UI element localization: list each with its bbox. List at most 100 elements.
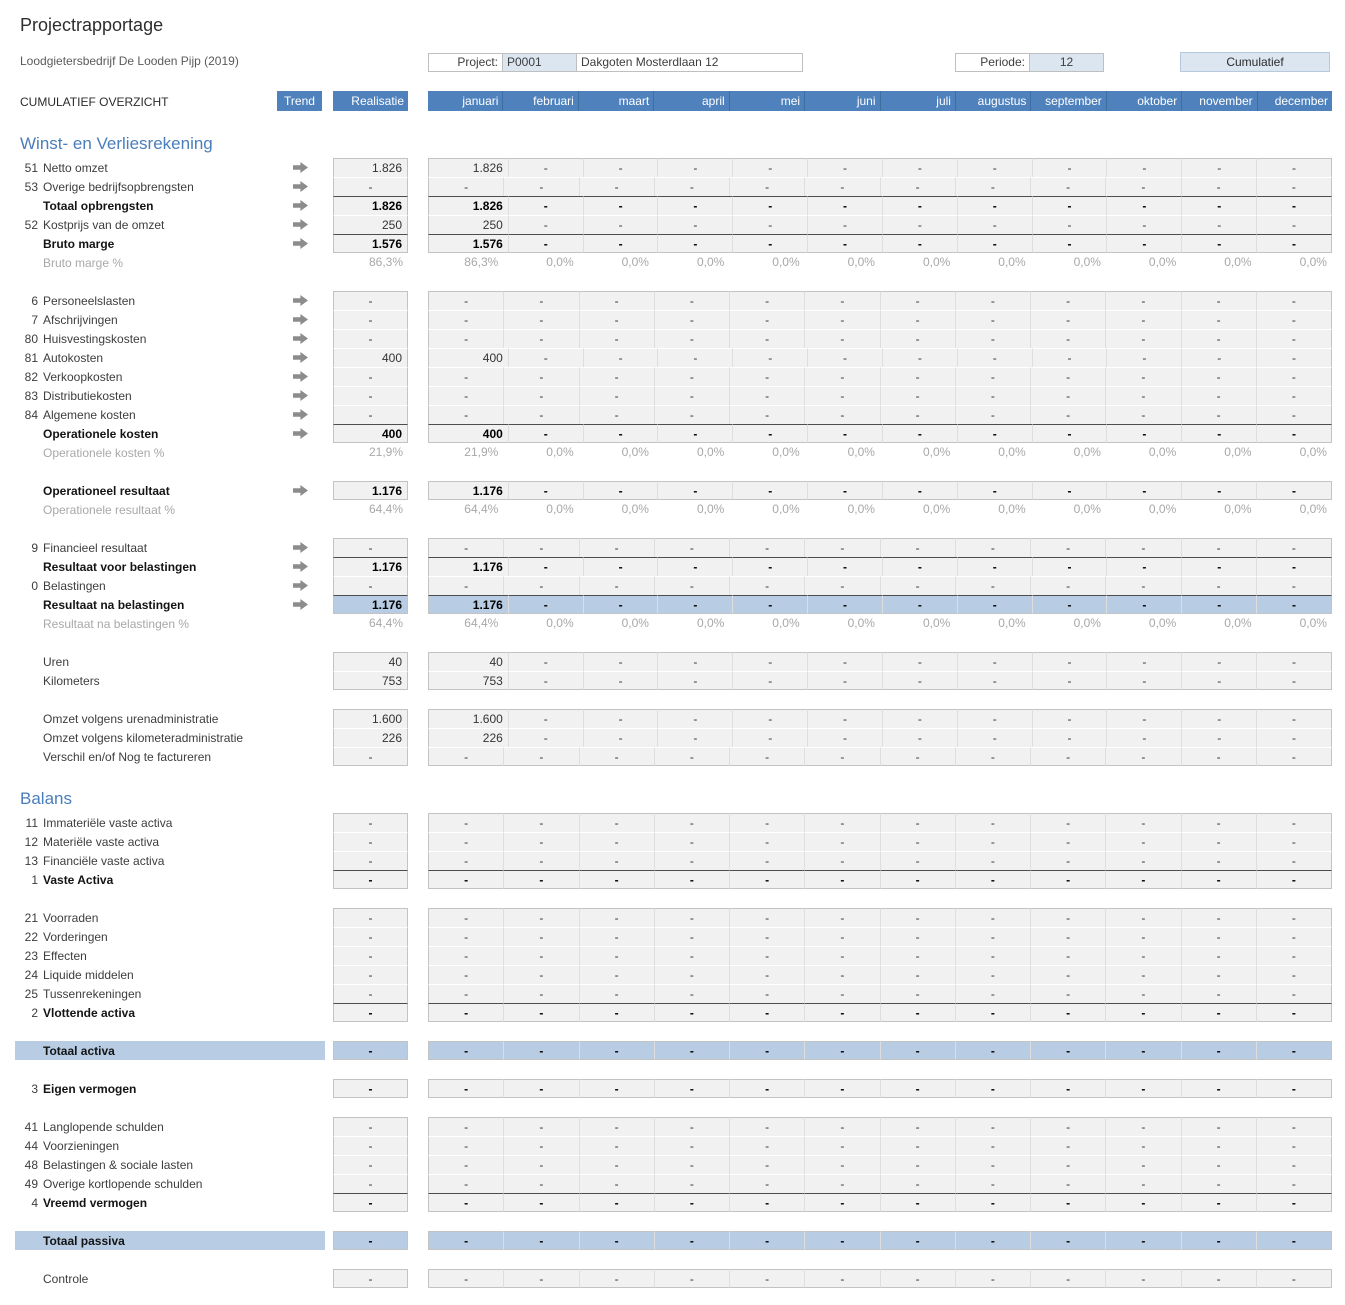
trend-arrow-icon[interactable] [293,428,308,439]
month-cell-september[interactable]: - [1031,813,1106,832]
month-cell-april[interactable]: - [655,870,730,889]
month-cell-oktober[interactable]: - [1106,1174,1181,1193]
month-header-januari[interactable]: januari [428,91,503,111]
month-header-december[interactable]: december [1258,91,1332,111]
month-cell-mei[interactable]: - [730,1269,805,1288]
month-cell-augustus[interactable]: - [958,595,1033,614]
month-cell-juli[interactable]: 0,0% [880,443,955,462]
month-cell-oktober[interactable]: - [1106,813,1181,832]
month-cell-december[interactable]: - [1257,367,1332,386]
month-cell-januari[interactable]: 400 [428,348,509,367]
realisatie-cell[interactable]: - [333,538,408,557]
month-cell-april[interactable]: - [655,1155,730,1174]
realisatie-cell[interactable]: - [333,1174,408,1193]
month-cell-februari[interactable]: - [509,481,584,500]
month-cell-maart[interactable]: - [580,1117,655,1136]
month-cell-november[interactable]: - [1182,234,1257,253]
month-cell-januari[interactable]: - [428,291,504,310]
month-cell-juli[interactable]: - [881,291,956,310]
month-cell-december[interactable]: - [1257,870,1332,889]
month-cell-juli[interactable]: - [881,946,956,965]
month-cell-oktober[interactable]: - [1107,158,1182,177]
realisatie-cell[interactable]: 40 [333,652,408,671]
month-cell-januari[interactable]: - [428,177,504,196]
month-cell-maart[interactable]: - [584,652,659,671]
month-cell-augustus[interactable]: - [958,215,1033,234]
month-cell-februari[interactable]: - [504,984,579,1003]
month-cell-februari[interactable]: - [504,310,579,329]
month-cell-juni[interactable]: - [808,348,883,367]
month-cell-juli[interactable]: - [883,557,958,576]
month-cell-december[interactable]: - [1257,405,1332,424]
month-cell-augustus[interactable]: - [956,1079,1031,1098]
month-cell-juli[interactable]: - [881,405,956,424]
month-cell-november[interactable]: - [1182,709,1257,728]
month-cell-april[interactable]: - [658,671,733,690]
month-cell-april[interactable]: - [655,329,730,348]
month-cell-januari[interactable]: - [428,1155,504,1174]
month-cell-oktober[interactable]: - [1107,652,1182,671]
month-cell-juli[interactable]: - [883,709,958,728]
month-cell-januari[interactable]: - [428,1193,504,1212]
month-cell-november[interactable]: - [1182,177,1257,196]
month-cell-januari[interactable]: 250 [428,215,509,234]
month-cell-april[interactable]: - [658,158,733,177]
month-cell-mei[interactable]: - [730,310,805,329]
month-cell-april[interactable]: - [655,367,730,386]
month-cell-juni[interactable]: - [805,367,880,386]
month-cell-oktober[interactable]: - [1107,481,1182,500]
month-cell-april[interactable]: - [655,576,730,595]
month-cell-maart[interactable]: - [580,870,655,889]
month-cell-september[interactable]: - [1033,652,1108,671]
month-header-juni[interactable]: juni [805,91,880,111]
month-cell-juni[interactable]: - [805,538,880,557]
month-cell-augustus[interactable]: - [956,576,1031,595]
month-cell-november[interactable]: 0,0% [1181,253,1256,272]
month-cell-januari[interactable]: - [428,367,504,386]
month-cell-mei[interactable]: - [730,576,805,595]
month-cell-augustus[interactable]: - [956,310,1031,329]
month-cell-juli[interactable]: - [883,671,958,690]
month-cell-december[interactable]: - [1257,652,1332,671]
month-cell-november[interactable]: - [1182,965,1257,984]
realisatie-cell[interactable]: - [333,851,408,870]
month-cell-oktober[interactable]: - [1106,1269,1181,1288]
realisatie-cell[interactable]: - [333,1231,408,1250]
month-cell-mei[interactable]: - [730,367,805,386]
month-header-maart[interactable]: maart [579,91,654,111]
month-cell-maart[interactable]: - [580,1174,655,1193]
realisatie-cell[interactable]: 753 [333,671,408,690]
month-cell-maart[interactable]: - [584,424,659,443]
month-cell-augustus[interactable]: - [956,405,1031,424]
month-cell-december[interactable]: - [1257,709,1332,728]
month-cell-september[interactable]: - [1033,234,1108,253]
month-cell-maart[interactable]: - [584,728,659,747]
month-cell-mei[interactable]: - [733,196,808,215]
month-cell-november[interactable]: - [1182,386,1257,405]
month-cell-juni[interactable]: - [805,946,880,965]
realisatie-cell[interactable]: - [333,177,408,196]
month-cell-maart[interactable]: - [580,329,655,348]
month-cell-december[interactable]: - [1257,177,1332,196]
month-cell-februari[interactable]: - [504,405,579,424]
month-cell-juli[interactable]: - [881,1193,956,1212]
month-cell-mei[interactable]: - [730,1136,805,1155]
month-cell-maart[interactable]: - [584,348,659,367]
trend-arrow-icon[interactable] [293,542,308,553]
month-cell-december[interactable]: - [1257,908,1332,927]
month-cell-maart[interactable]: - [584,595,659,614]
month-cell-april[interactable]: - [655,386,730,405]
month-cell-augustus[interactable]: - [956,1231,1031,1250]
month-cell-augustus[interactable]: - [958,728,1033,747]
realisatie-cell[interactable]: - [333,1079,408,1098]
month-cell-mei[interactable]: - [730,1231,805,1250]
month-cell-augustus[interactable]: - [956,1269,1031,1288]
month-cell-december[interactable]: - [1257,215,1332,234]
month-cell-maart[interactable]: - [584,234,659,253]
month-cell-augustus[interactable]: - [956,946,1031,965]
month-cell-september[interactable]: - [1031,291,1106,310]
month-cell-juli[interactable]: - [881,177,956,196]
realisatie-cell[interactable]: 1.600 [333,709,408,728]
month-cell-december[interactable]: - [1257,310,1332,329]
month-cell-juli[interactable]: - [881,310,956,329]
